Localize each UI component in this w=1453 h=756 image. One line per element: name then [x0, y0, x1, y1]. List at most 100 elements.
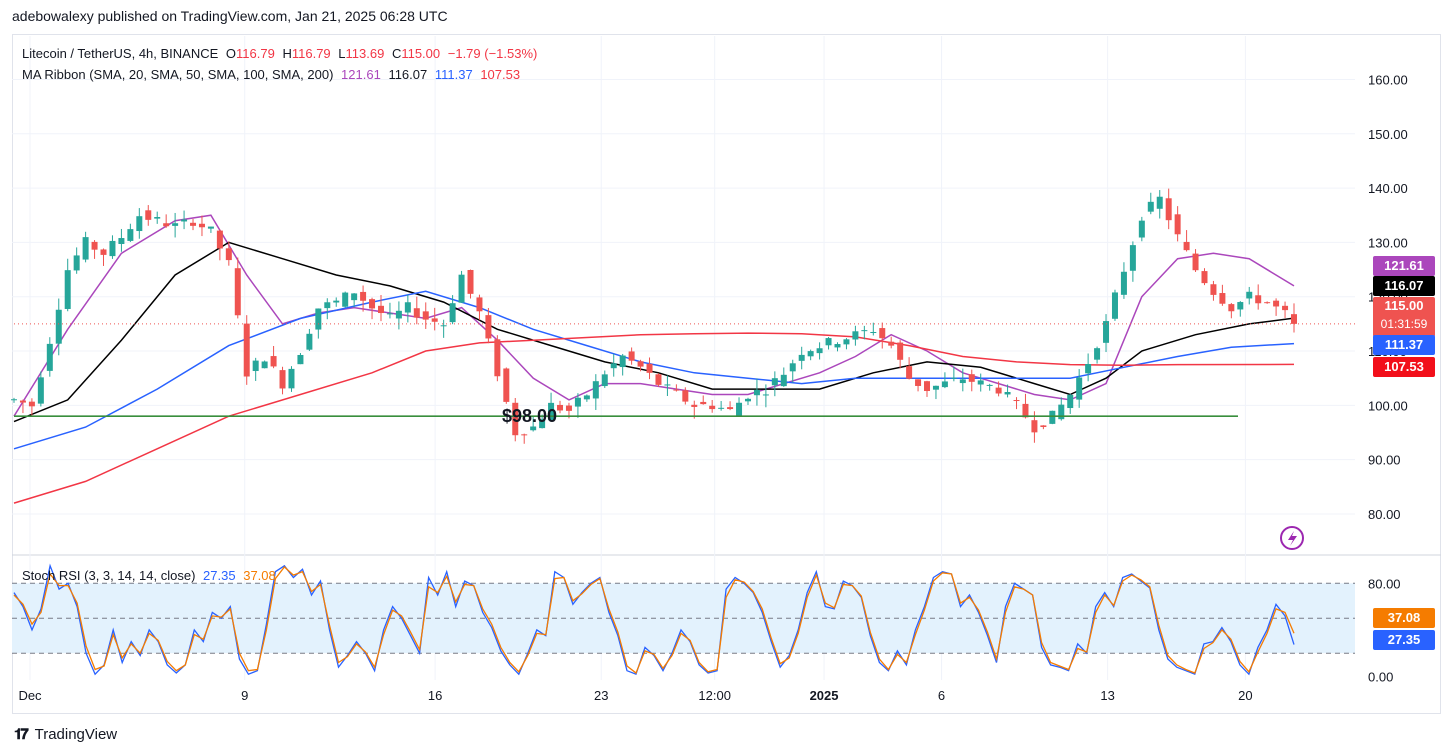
candle-body	[825, 338, 832, 346]
candle-body	[870, 332, 877, 334]
candle-body	[64, 270, 71, 309]
candle-body	[932, 385, 939, 390]
candle-body	[1103, 321, 1110, 343]
last-price: 115.00	[1384, 298, 1424, 313]
candle-body	[673, 389, 680, 391]
candle-body	[154, 216, 161, 219]
ohlc-high: 116.79	[291, 46, 331, 61]
candle-body	[190, 222, 197, 226]
ma200-badge: 107.53	[1373, 357, 1435, 377]
candle-body	[1228, 304, 1235, 312]
candle-body	[351, 293, 358, 301]
candle-body	[1031, 420, 1038, 433]
candle-body	[1219, 293, 1226, 304]
price-tick-label: 160.00	[1368, 72, 1408, 87]
candle-body	[915, 379, 922, 386]
candle-body	[861, 330, 868, 332]
candle-body	[1246, 291, 1253, 299]
ohlc-high-label: H	[282, 46, 292, 61]
stoch-rsi-band	[12, 582, 1355, 654]
footer-brand-name: TradingView	[34, 726, 118, 743]
chart-frame[interactable]	[12, 34, 1441, 714]
candle-body	[941, 381, 948, 388]
candle-body	[485, 315, 492, 339]
candle-body	[243, 323, 250, 377]
candle-body	[1013, 400, 1020, 402]
candle-body	[11, 399, 17, 401]
main-legend[interactable]: Litecoin / TetherUS, 4h, BINANCE O116.79…	[22, 46, 541, 61]
candle-body	[127, 229, 134, 241]
candle-body	[449, 303, 456, 323]
candle-body	[771, 378, 778, 386]
ma20-value: 121.61	[341, 67, 381, 82]
price-change: −1.79 (−1.53%)	[447, 46, 538, 61]
candle-body	[207, 226, 214, 229]
time-tick-label: 9	[241, 688, 248, 703]
candle-body	[360, 291, 367, 301]
candle-body	[1120, 271, 1127, 295]
candle-body	[762, 394, 769, 396]
lightning-icon[interactable]	[1280, 526, 1304, 550]
time-tick-label: 6	[938, 688, 945, 703]
candle-body	[879, 328, 886, 339]
candle-body	[369, 299, 376, 309]
candle-body	[807, 351, 814, 357]
candle-body	[82, 237, 89, 260]
candle-body	[73, 255, 80, 271]
rsi-legend[interactable]: Stoch RSI (3, 3, 14, 14, close) 27.35 37…	[22, 568, 280, 583]
candle-body	[1040, 425, 1047, 427]
price-tick-label: 90.00	[1368, 453, 1401, 468]
candle-body	[709, 405, 716, 410]
candle-body	[145, 210, 152, 220]
bar-countdown: 01:31:59	[1380, 317, 1428, 331]
rsi-k-value: 27.35	[203, 568, 236, 583]
candle-body	[1094, 348, 1101, 360]
candle-body	[1156, 196, 1163, 209]
candle-body	[306, 333, 313, 350]
sma-50-line	[13, 241, 1295, 423]
candle-body	[1174, 214, 1181, 235]
candle-body	[959, 379, 966, 384]
candle-body	[181, 219, 188, 222]
candle-body	[906, 366, 913, 379]
candle-body	[557, 404, 564, 411]
ohlc-close-label: C	[391, 46, 402, 61]
candle-body	[1183, 241, 1190, 251]
candle-body	[1058, 404, 1065, 420]
candle-body	[288, 368, 295, 389]
candle-body	[924, 381, 931, 392]
time-tick-label: 23	[594, 688, 608, 703]
candle-body	[413, 308, 420, 318]
candle-body	[574, 397, 581, 407]
price-tick-label: 150.00	[1368, 127, 1408, 142]
candles	[11, 188, 1297, 444]
candle-body	[1273, 300, 1280, 307]
candle-body	[377, 305, 384, 314]
candle-body	[494, 339, 501, 377]
ma200-value: 107.53	[480, 67, 521, 82]
last-price-badge: 115.00 01:31:59	[1373, 297, 1435, 337]
candle-body	[843, 339, 850, 345]
candle-body	[637, 361, 644, 367]
candle-body	[610, 363, 617, 369]
ohlc-open: 116.79	[236, 46, 275, 61]
ma-legend[interactable]: MA Ribbon (SMA, 20, SMA, 50, SMA, 100, S…	[22, 67, 524, 82]
candle-body	[521, 434, 528, 436]
candle-body	[977, 380, 984, 385]
ma100-value: 111.37	[434, 67, 473, 82]
candle-body	[682, 390, 689, 402]
candle-body	[968, 374, 975, 382]
candle-body	[744, 398, 751, 402]
ma50-value: 116.07	[388, 67, 428, 82]
stoch-rsi-d-line	[13, 566, 1295, 675]
candle-body	[1282, 305, 1289, 311]
support-annotation: $98.00	[502, 406, 557, 426]
candle-body	[315, 308, 322, 330]
ma50-badge: 116.07	[1373, 276, 1435, 296]
candle-body	[279, 370, 286, 389]
grid-lines	[12, 36, 1441, 680]
stoch-rsi-lines	[13, 563, 1295, 676]
rsi-tick-label: 80.00	[1368, 576, 1401, 591]
footer-brand[interactable]: 𝟏𝟕 TradingView	[14, 726, 117, 743]
